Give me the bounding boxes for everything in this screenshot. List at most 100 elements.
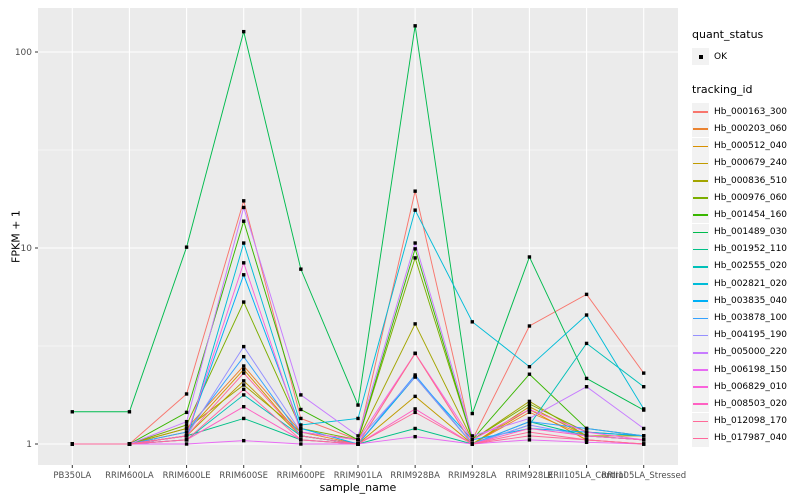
x-tick-label: RRII105LA_Stressed — [601, 471, 686, 481]
data-point — [299, 423, 303, 427]
data-point — [413, 375, 417, 379]
series-color-line-icon — [693, 351, 708, 354]
legend-item-Hb_000163_300: Hb_000163_300 — [692, 103, 798, 121]
series-color-line-icon — [693, 420, 708, 423]
legend-item-label: Hb_004195_190 — [714, 330, 788, 341]
data-point — [470, 442, 474, 446]
data-point — [70, 410, 74, 414]
legend-item-Hb_004195_190: Hb_004195_190 — [692, 326, 798, 344]
data-point — [184, 438, 189, 442]
legend-item-label: Hb_000679_240 — [714, 158, 788, 169]
data-point — [527, 255, 532, 259]
data-point — [242, 344, 246, 349]
y-tick-label: 10 — [21, 244, 33, 254]
data-point — [642, 442, 646, 446]
data-point — [413, 24, 417, 28]
legend-item-Hb_008503_020: Hb_008503_020 — [692, 395, 798, 413]
data-point — [242, 387, 246, 392]
legend-item-Hb_003878_100: Hb_003878_100 — [692, 309, 798, 327]
data-point — [527, 419, 532, 424]
data-point — [527, 404, 532, 409]
legend-key-box — [692, 361, 709, 379]
data-point — [184, 410, 189, 415]
data-point — [413, 256, 417, 260]
legend-quant-status-title: quant_status — [692, 28, 764, 41]
y-tick-label: 100 — [15, 48, 32, 58]
legend-key-box — [692, 189, 709, 207]
data-point — [584, 292, 589, 297]
data-point — [127, 410, 132, 414]
data-point — [299, 438, 303, 442]
x-axis-title: sample_name — [319, 481, 397, 494]
legend-tracking-id-items: Hb_000163_300 Hb_000203_060 Hb_000512_040 H… — [692, 103, 798, 447]
data-point — [299, 430, 303, 434]
legend-item-label: Hb_002821_020 — [714, 278, 788, 289]
x-tick-label: RRII105LA_Control — [547, 471, 626, 481]
data-point — [356, 438, 360, 442]
legend-key-box — [692, 120, 709, 138]
y-axis-title: FPKM + 1 — [9, 210, 23, 263]
data-point — [470, 320, 474, 324]
legend-item-Hb_000512_040: Hb_000512_040 — [692, 137, 798, 155]
series-color-line-icon — [693, 283, 708, 285]
legend-item-Hb_001489_030: Hb_001489_030 — [692, 223, 798, 241]
data-point — [242, 199, 246, 203]
data-point — [184, 423, 189, 427]
legend-item-Hb_000976_060: Hb_000976_060 — [692, 189, 798, 207]
data-point — [413, 410, 417, 415]
legend-key-box — [692, 257, 709, 275]
legend-item-label: Hb_003878_100 — [714, 313, 788, 324]
legend-item-label: Hb_000976_060 — [714, 192, 788, 203]
legend-item-Hb_001454_160: Hb_001454_160 — [692, 206, 798, 224]
legend-item-Hb_003835_040: Hb_003835_040 — [692, 292, 798, 310]
legend-item-label: Hb_008503_020 — [714, 398, 788, 409]
legend-key-box — [692, 172, 709, 190]
data-point — [184, 434, 189, 438]
legend-item-Hb_002821_020: Hb_002821_020 — [692, 275, 798, 293]
data-point — [413, 434, 417, 439]
series-color-line-icon — [693, 128, 708, 131]
data-point — [184, 442, 189, 446]
legend-item-Hb_017987_040: Hb_017987_040 — [692, 429, 798, 447]
data-point — [584, 430, 589, 434]
data-point — [242, 404, 246, 409]
data-point — [413, 351, 417, 356]
legend-item-label: Hb_006198_150 — [714, 364, 788, 375]
legend-key-box — [692, 309, 709, 327]
data-point — [356, 442, 360, 446]
data-point — [356, 403, 360, 407]
legend-item-Hb_002555_020: Hb_002555_020 — [692, 257, 798, 275]
x-tick-label: RRIM901LA — [334, 471, 383, 481]
data-point — [413, 241, 417, 245]
legend-key-box — [692, 206, 709, 224]
series-color-line-icon — [693, 386, 708, 388]
data-point — [584, 385, 589, 389]
series-color-line-icon — [693, 231, 708, 234]
data-point — [356, 434, 360, 438]
data-point — [299, 442, 303, 446]
data-point — [527, 426, 532, 431]
data-point — [242, 273, 246, 277]
x-tick-label: RRIM928LE — [505, 471, 553, 481]
legend-key-box — [692, 48, 709, 66]
data-point — [299, 434, 303, 438]
data-point — [527, 438, 532, 442]
data-point — [184, 430, 189, 434]
legend-key-box — [692, 378, 709, 396]
legend-item-Hb_005000_220: Hb_005000_220 — [692, 343, 798, 361]
legend-item-label: Hb_003835_040 — [714, 295, 788, 306]
x-tick-label: RRIM600SE — [219, 471, 268, 481]
series-color-line-icon — [693, 403, 708, 406]
data-point — [642, 407, 646, 411]
x-tick-label: RRIM600LA — [105, 471, 154, 481]
data-point — [413, 407, 417, 411]
data-point — [642, 385, 646, 389]
legend-key-box — [692, 154, 709, 172]
data-point — [527, 324, 532, 328]
data-point — [242, 364, 246, 368]
data-point — [127, 442, 132, 446]
series-color-line-icon — [693, 300, 708, 302]
data-point — [642, 438, 646, 442]
data-point — [527, 430, 532, 434]
data-point — [242, 438, 246, 443]
